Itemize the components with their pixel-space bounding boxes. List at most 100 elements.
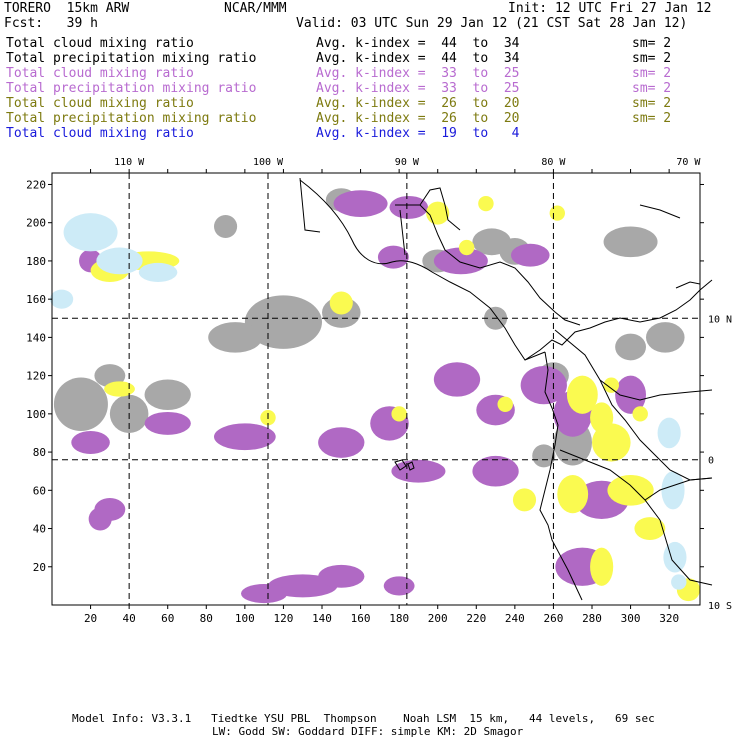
field-name: Total precipitation mixing ratio [6,81,257,96]
y-tick-label: 100 [26,408,46,421]
x-tick-label: 280 [582,612,602,625]
gray-cloud-blob [603,226,658,258]
purple-cloud-blob [520,366,567,405]
yellow-cloud-blob [566,375,598,414]
yellow-cloud-blob [592,423,631,462]
yellow-cloud-blob [478,195,494,212]
gray-cloud-blob [53,377,108,432]
field-sm: sm= 2 [632,66,672,81]
field-name: Total precipitation mixing ratio [6,51,257,66]
plot-frame [51,172,701,606]
gray-cloud-blob [214,215,238,238]
field-kindex: Avg. k-index = 33 to 25 [316,66,520,81]
model-info-line2: LW: Godd SW: Goddard DIFF: simple KM: 2D… [212,725,524,738]
init-time: Init: 12 UTC Fri 27 Jan 12 [508,1,712,16]
field-name: Total cloud mixing ratio [6,66,194,81]
purple-cloud-blob [214,423,276,451]
x-tick-label: 200 [428,612,448,625]
y-tick-label: 80 [33,446,46,459]
x-tick-label: 160 [351,612,371,625]
x-tick-label: 300 [621,612,641,625]
x-tick-label: 60 [161,612,174,625]
lightblue-cloud-blob [138,262,178,282]
y-tick-label: 200 [26,217,46,230]
longitude-label: 100 W [253,157,284,168]
field-name: Total cloud mixing ratio [6,126,194,141]
yellow-cloud-blob [590,547,614,586]
lightblue-cloud-blob [671,574,687,590]
gray-cloud-blob [615,333,646,361]
purple-cloud-blob [433,362,481,397]
gray-cloud-blob [94,364,126,388]
field-name: Total cloud mixing ratio [6,36,194,51]
y-tick-label: 140 [26,331,46,344]
yellow-cloud-blob [512,488,537,512]
axis-ticks: 20 40 60 80 100 120 140 160 180 200 220 240 260 280 30… [26,157,732,625]
lightblue-cloud-blob [63,213,118,252]
lat-lon-grid [52,173,700,605]
yellow-cloud-blob [603,377,619,393]
lightblue-cloud-blob [50,289,74,309]
yellow-cloud-blob [557,475,589,514]
purple-cloud-blob [383,576,415,596]
gray-cloud-blob [646,322,685,353]
gray-cloud-blob [532,444,556,468]
yellow-cloud-blob [497,396,513,412]
x-tick-label: 260 [543,612,563,625]
yellow-cloud-blob [607,475,654,506]
field-kindex: Avg. k-index = 33 to 25 [316,81,520,96]
yellow-cloud-blob [391,406,407,422]
field-kindex: Avg. k-index = 26 to 20 [316,96,520,111]
field-name: Total precipitation mixing ratio [6,111,257,126]
yellow-cloud-blob [634,517,666,541]
field-sm: sm= 2 [632,51,672,66]
latitude-label: 0 [708,456,714,467]
y-tick-label: 20 [33,561,46,574]
purple-cloud-blob [615,375,646,414]
y-tick-label: 60 [33,484,46,497]
y-tick-label: 160 [26,293,46,306]
gray-cloud-blob [244,295,322,349]
x-tick-label: 220 [466,612,486,625]
purple-cloud-blob [333,190,388,217]
field-kindex: Avg. k-index = 26 to 20 [316,111,520,126]
yellow-cloud-blob [549,205,565,221]
y-tick-label: 40 [33,523,46,536]
yellow-cloud-blob [426,201,450,225]
coastlines [299,177,713,601]
purple-cloud-blob [472,455,519,487]
longitude-label: 80 W [541,157,566,168]
purple-cloud-blob [144,411,191,435]
x-tick-label: 120 [273,612,293,625]
y-tick-label: 180 [26,255,46,268]
lightblue-cloud-blob [661,471,685,510]
org-label: NCAR/MMM [224,1,287,16]
plot-border [51,172,701,606]
x-tick-label: 240 [505,612,525,625]
field-sm: sm= 2 [632,96,672,111]
gray-cloud-blob [144,379,191,411]
field-sm: sm= 2 [632,36,672,51]
lightblue-cloud-blob [657,417,681,449]
yellow-cloud-blob [590,402,614,433]
y-tick-label: 220 [26,178,46,191]
gray-cloud-blob [208,322,263,353]
field-sm: sm= 2 [632,81,672,96]
purple-cloud-blob [241,583,288,604]
x-tick-label: 320 [659,612,679,625]
lightblue-cloud-blob [96,247,143,275]
longitude-label: 110 W [114,157,145,168]
field-name: Total cloud mixing ratio [6,96,194,111]
x-tick-label: 100 [235,612,255,625]
yellow-cloud-blob [458,239,475,256]
purple-cloud-blob [511,243,550,267]
yellow-cloud-blob [632,406,648,422]
latitude-label: 10 N [708,314,732,325]
model-title: TORERO 15km ARW [4,1,130,16]
x-tick-label: 180 [389,612,409,625]
x-tick-label: 140 [312,612,332,625]
purple-cloud-blob [318,564,365,588]
purple-cloud-blob [88,507,112,531]
cloud-fields [50,188,701,604]
field-kindex: Avg. k-index = 44 to 34 [316,51,520,66]
